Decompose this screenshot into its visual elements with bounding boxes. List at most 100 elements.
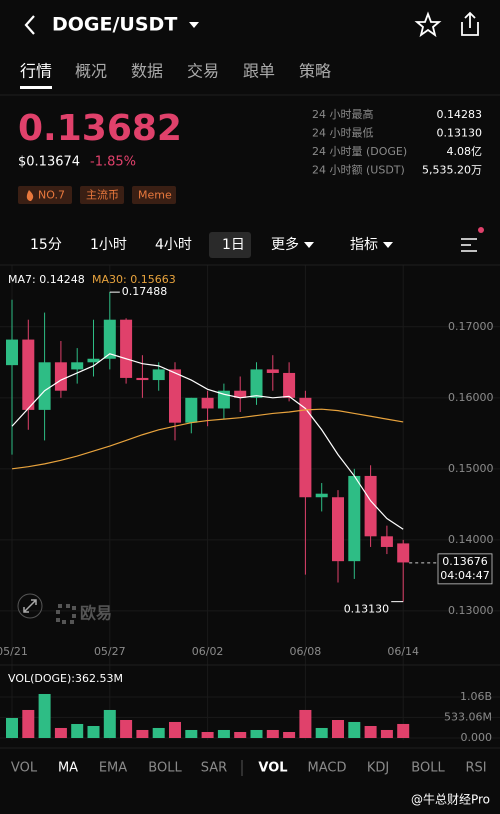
volume-bar [234,732,247,738]
expand-button[interactable] [17,593,43,619]
volume-bar [315,727,328,738]
tab[interactable]: 行情 [20,62,52,81]
back-button[interactable] [24,15,35,35]
volume-tick-label: 0.000 [461,731,493,744]
pair-dropdown[interactable] [189,22,199,28]
indicator[interactable]: EMA [99,761,127,776]
candle-body [283,372,296,398]
candle-chart: 0.17000 0.16000 0.15000 0.14000 0.13000 05/21… [0,265,500,749]
volume-bar [266,729,279,738]
y-tick-label: 0.15000 [448,462,494,475]
ma30-line [11,408,404,470]
indicator[interactable]: MA [58,761,78,776]
last-price: 0.13682 [18,108,182,149]
volume-bar [169,721,181,738]
candle-body [380,536,393,547]
stat-label: 24 小时额 (USDT) [312,164,405,177]
tab-indicator [20,86,52,89]
tags: NO.7 主流币 Meme [18,186,176,204]
tab[interactable]: 概况 [75,62,107,81]
favorite-icon[interactable] [414,11,442,38]
indicator-bar: VOL MA EMA BOLL SAR VOL MACD KDJ BOLL RSI [11,761,487,776]
candle-body [315,493,328,498]
candle-body [136,377,149,381]
usd-price: $0.13674 [18,155,80,170]
watermark: 欧易 [80,604,112,623]
volume-bar [348,721,361,738]
interval[interactable]: 1日 [222,237,245,253]
countdown: 04:04:47 [440,569,489,582]
volume-bar [87,726,100,738]
current-price-box [437,553,493,585]
share-icon[interactable] [461,11,479,36]
candle-body [364,475,377,537]
volume-bar [54,727,67,738]
candle-body [152,369,165,381]
interval[interactable]: 更多 [271,236,299,253]
volume-bar [38,693,51,738]
volume-bar [397,723,410,738]
candle-body [299,397,312,498]
indicator[interactable]: VOL [11,761,38,776]
x-tick-label: 06/14 [387,645,419,658]
candle-body [348,475,361,562]
volume-bar [6,717,18,738]
tag: 主流币 [86,188,119,202]
interval[interactable]: 15分 [30,237,62,253]
stat-value: 5,535.20万 [422,164,482,177]
volume-bar [201,732,214,738]
candle-body [103,319,116,359]
stat-value: 4.08亿 [447,145,483,158]
volume-bar [332,720,344,738]
ma7-legend: MA7: 0.14248 [8,273,85,286]
settings-icon[interactable] [461,238,477,252]
indicator[interactable]: MACD [308,761,347,776]
y-tick-label: 0.17000 [448,320,494,333]
indicator[interactable]: BOLL [148,761,182,776]
y-tick-label: 0.13000 [448,604,494,617]
candle-body [87,358,100,363]
indicator[interactable]: VOL [258,761,287,776]
indicator[interactable]: BOLL [411,761,445,776]
candle-body [266,369,279,373]
tab[interactable]: 数据 [131,62,163,81]
candle-body [38,362,51,410]
indicator[interactable]: SAR [201,761,227,776]
interval[interactable]: 1小时 [90,237,127,253]
tab[interactable]: 跟单 [243,62,275,81]
min-label: 0.13130 [344,603,390,616]
tag: Meme [138,189,172,202]
candle-body [6,339,18,366]
dropdown-arrow [304,242,314,248]
candle-body [234,390,247,398]
current-price: 0.13676 [442,555,488,568]
volume-bar [71,723,84,738]
volume-tick-label: 1.06B [460,690,492,703]
volume-tick-label: 533.06M [444,710,492,723]
watermark-logo [56,604,76,624]
indicator[interactable]: RSI [465,761,486,776]
volume-bar [217,729,230,738]
candle-body [22,339,35,410]
stat-label: 24 小时最高 [312,107,374,121]
volume-bar [364,726,377,738]
expand-icon[interactable] [23,599,37,613]
footer-watermark: @牛总财经Pro [411,792,490,807]
tab-bar: 行情 概况 数据 交易 跟单 策略 [20,62,331,89]
interval[interactable]: 指标 [350,237,378,253]
volume-bar [136,729,149,738]
tab[interactable]: 交易 [187,62,219,81]
tag-bg [132,186,176,204]
stat-value: 0.14283 [437,108,483,121]
tab[interactable]: 策略 [299,62,331,81]
interval[interactable]: 4小时 [155,237,192,253]
candle-body [185,397,198,423]
indicator[interactable]: KDJ [367,761,389,776]
candle-body [120,319,133,378]
volume-bar [283,732,296,738]
x-tick-label: 06/02 [192,645,224,658]
pair-title[interactable]: DOGE/USDT [52,14,177,36]
stat-label: 24 小时量 (DOGE) [312,145,407,158]
